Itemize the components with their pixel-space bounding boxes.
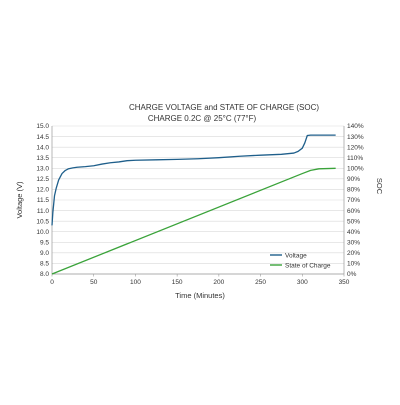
x-tick-label: 300 bbox=[297, 279, 308, 286]
y-right-tick-label: 30% bbox=[347, 239, 360, 246]
y-tick-label: 13.5 bbox=[36, 155, 49, 162]
y-right-tick-label: 60% bbox=[347, 208, 360, 215]
y-tick-label: 9.0 bbox=[40, 250, 49, 257]
y-right-tick-label: 120% bbox=[347, 144, 364, 151]
x-tick-label: 250 bbox=[255, 279, 266, 286]
x-tick-label: 100 bbox=[130, 279, 141, 286]
y-tick-label: 9.5 bbox=[40, 239, 49, 246]
y-tick-label: 14.5 bbox=[36, 134, 49, 141]
y-right-tick-label: 40% bbox=[347, 229, 360, 236]
y-right-tick-label: 110% bbox=[347, 155, 363, 162]
series-lines bbox=[51, 134, 336, 275]
y-tick-label: 15.0 bbox=[36, 123, 49, 130]
y-tick-label: 11.5 bbox=[37, 197, 50, 204]
y-right-tick-label: 10% bbox=[347, 261, 360, 268]
x-tick-label: 350 bbox=[339, 279, 350, 286]
x-tick-label: 150 bbox=[172, 279, 183, 286]
y-right-tick-label: 130% bbox=[347, 134, 364, 141]
y-tick-label: 8.0 bbox=[40, 271, 49, 278]
chart-subtitle: CHARGE 0.2C @ 25°C (77°F) bbox=[148, 114, 257, 123]
voltage-line bbox=[51, 134, 336, 226]
y-tick-label: 11.0 bbox=[37, 208, 50, 215]
legend: Voltage State of Charge bbox=[270, 253, 331, 270]
x-tick-label: 0 bbox=[50, 279, 54, 286]
y-tick-label: 12.5 bbox=[36, 176, 49, 183]
tick-labels: 8.0 8.5 9.0 9.5 10.0 10.5 11.0 11.5 12.0 12.5 13.0… bbox=[36, 123, 364, 286]
x-tick-label: 50 bbox=[90, 279, 98, 286]
y-right-tick-label: 90% bbox=[347, 176, 360, 183]
y-axis-right-title: SOC bbox=[375, 178, 384, 195]
y-tick-label: 12.0 bbox=[36, 187, 49, 194]
y-tick-label: 13.0 bbox=[36, 165, 49, 172]
y-axis-title: Voltage (V) bbox=[15, 181, 24, 219]
x-axis-title: Time (Minutes) bbox=[175, 291, 225, 300]
state-of-charge-line bbox=[51, 167, 336, 275]
x-tick-label: 200 bbox=[213, 279, 224, 286]
y-right-tick-label: 100% bbox=[347, 165, 364, 172]
legend-label-voltage: Voltage bbox=[285, 253, 307, 260]
axes bbox=[51, 126, 345, 277]
y-right-tick-label: 50% bbox=[347, 218, 360, 225]
legend-label-soc: State of Charge bbox=[285, 263, 331, 270]
y-right-tick-label: 0% bbox=[347, 271, 357, 278]
y-tick-label: 8.5 bbox=[40, 261, 49, 268]
y-right-tick-label: 70% bbox=[347, 197, 360, 204]
y-tick-label: 14.0 bbox=[36, 144, 49, 151]
y-right-tick-label: 140% bbox=[347, 123, 364, 130]
y-right-tick-label: 20% bbox=[347, 250, 360, 257]
y-tick-label: 10.5 bbox=[36, 218, 49, 225]
chart-title: CHARGE VOLTAGE and STATE OF CHARGE (SOC) bbox=[129, 103, 319, 112]
y-right-tick-label: 80% bbox=[347, 187, 360, 194]
y-tick-label: 10.0 bbox=[36, 229, 49, 236]
gridlines bbox=[52, 125, 344, 275]
